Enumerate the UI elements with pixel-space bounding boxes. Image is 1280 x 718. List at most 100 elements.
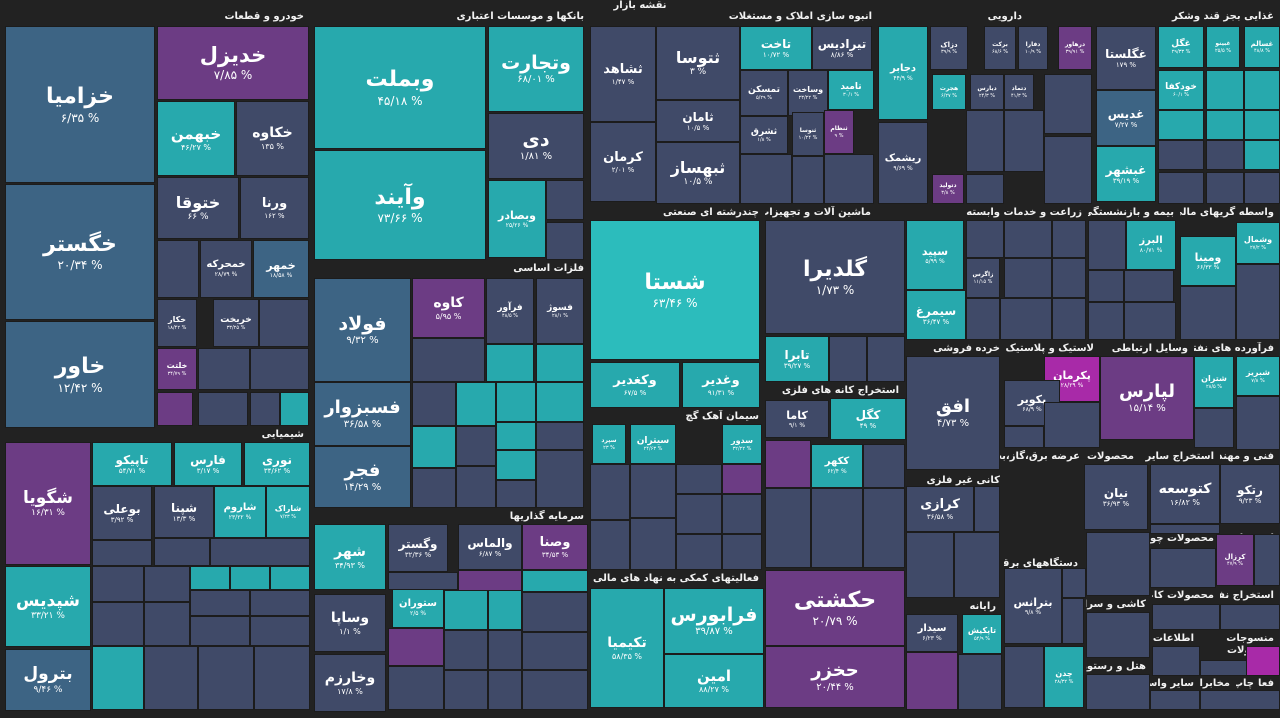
stock-tile[interactable] bbox=[765, 440, 811, 488]
stock-tile[interactable]: بوعلی% ۳/۹۲ bbox=[92, 486, 152, 540]
stock-tile[interactable]: وشمال% ۲۷/۲ bbox=[1236, 222, 1280, 264]
stock-tile[interactable]: ثشاهد% ۱/۴۷ bbox=[590, 26, 656, 122]
stock-tile[interactable]: غسالم% ۴۸/۸ bbox=[1244, 26, 1280, 68]
stock-tile[interactable]: حخزر% ۲۰/۴۴ bbox=[765, 646, 905, 708]
stock-tile[interactable]: غبینو% ۲۵/۵ bbox=[1206, 26, 1240, 68]
stock-tile[interactable] bbox=[412, 468, 456, 508]
stock-tile[interactable] bbox=[456, 466, 496, 508]
stock-tile[interactable] bbox=[722, 494, 762, 534]
stock-tile[interactable] bbox=[546, 180, 584, 220]
stock-tile[interactable] bbox=[1200, 690, 1280, 710]
stock-tile[interactable]: سیتران% ۲۴/۶۳ bbox=[630, 424, 676, 464]
stock-tile[interactable] bbox=[1152, 604, 1220, 630]
stock-tile[interactable]: خگستر% ۲۰/۳۴ bbox=[5, 184, 155, 320]
stock-tile[interactable]: وآیند% ۷۳/۶۶ bbox=[314, 150, 486, 260]
stock-tile[interactable] bbox=[906, 532, 954, 598]
stock-tile[interactable]: فرابورس% ۳۹/۸۷ bbox=[664, 588, 764, 654]
stock-tile[interactable] bbox=[536, 382, 584, 422]
stock-tile[interactable]: درهاور% ۳۹/۹۱ bbox=[1058, 26, 1092, 70]
stock-tile[interactable] bbox=[824, 154, 874, 204]
stock-tile[interactable] bbox=[522, 632, 588, 670]
stock-tile[interactable] bbox=[92, 646, 144, 710]
stock-tile[interactable]: خودکفا% ۶۰/۱ bbox=[1158, 70, 1204, 110]
stock-tile[interactable] bbox=[190, 590, 250, 616]
stock-tile[interactable] bbox=[1206, 70, 1244, 110]
stock-tile[interactable]: بترول% ۹/۴۶ bbox=[5, 649, 91, 711]
stock-tile[interactable] bbox=[1088, 220, 1126, 270]
stock-tile[interactable] bbox=[1004, 646, 1044, 708]
stock-tile[interactable]: دزاک% ۳۹/۹ bbox=[930, 26, 968, 70]
stock-tile[interactable] bbox=[829, 336, 867, 382]
stock-tile[interactable]: کتوسعه% ۱۶/۸۲ bbox=[1150, 464, 1220, 524]
stock-tile[interactable] bbox=[1086, 674, 1150, 710]
stock-tile[interactable]: فارس% ۳/۱۷ bbox=[174, 442, 242, 486]
stock-tile[interactable] bbox=[1158, 110, 1204, 140]
stock-tile[interactable] bbox=[522, 670, 588, 710]
stock-tile[interactable] bbox=[190, 566, 230, 590]
stock-tile[interactable]: کاما% ۹/۱ bbox=[765, 400, 829, 438]
stock-tile[interactable]: دجابر% ۴۴/۹ bbox=[878, 26, 928, 120]
stock-tile[interactable]: ثشرق% ۱/۸ bbox=[740, 116, 788, 154]
stock-tile[interactable]: لپارس% ۱۵/۱۴ bbox=[1100, 356, 1194, 440]
stock-tile[interactable] bbox=[92, 566, 144, 602]
stock-tile[interactable] bbox=[722, 464, 762, 494]
stock-tile[interactable] bbox=[444, 630, 488, 670]
stock-tile[interactable] bbox=[456, 382, 496, 426]
stock-tile[interactable]: شتران% ۲۸/۵ bbox=[1194, 356, 1234, 408]
stock-tile[interactable] bbox=[792, 156, 824, 204]
stock-tile[interactable]: سیمرغ% ۳۶/۴۷ bbox=[906, 290, 966, 340]
stock-tile[interactable] bbox=[1000, 298, 1052, 340]
stock-tile[interactable] bbox=[1244, 70, 1280, 110]
stock-tile[interactable]: تمسکن% ۵/۲۹ bbox=[740, 70, 788, 116]
stock-tile[interactable]: نیان% ۳۶/۹۳ bbox=[1084, 464, 1148, 530]
stock-tile[interactable] bbox=[1044, 74, 1092, 134]
stock-tile[interactable]: رتکو% ۹/۲۳ bbox=[1220, 464, 1280, 524]
stock-tile[interactable]: کاوه% ۵/۹۵ bbox=[412, 278, 485, 338]
stock-tile[interactable]: وگستر% ۳۲/۳۶ bbox=[388, 524, 448, 572]
stock-tile[interactable] bbox=[230, 566, 270, 590]
stock-tile[interactable] bbox=[270, 566, 310, 590]
stock-tile[interactable] bbox=[210, 538, 310, 566]
stock-tile[interactable] bbox=[590, 520, 630, 570]
stock-tile[interactable] bbox=[1254, 534, 1280, 586]
stock-tile[interactable]: وبصادر% ۲۵/۲۶ bbox=[488, 180, 546, 258]
stock-tile[interactable] bbox=[496, 422, 536, 450]
stock-tile[interactable] bbox=[488, 670, 522, 710]
stock-tile[interactable]: ستوران% ۲/۵ bbox=[392, 588, 444, 628]
stock-tile[interactable]: سیدار% ۶/۲۳ bbox=[906, 614, 958, 652]
stock-tile[interactable]: وصنا% ۳۴/۵۳ bbox=[522, 524, 588, 570]
stock-tile[interactable] bbox=[92, 602, 144, 646]
stock-tile[interactable] bbox=[1004, 220, 1052, 258]
stock-tile[interactable] bbox=[488, 590, 522, 630]
stock-tile[interactable]: سپرد% ۲۳ bbox=[592, 424, 626, 464]
stock-tile[interactable] bbox=[765, 488, 811, 568]
stock-tile[interactable] bbox=[1062, 568, 1086, 598]
stock-tile[interactable]: وساخت% ۲۳/۲۲ bbox=[788, 70, 828, 116]
stock-tile[interactable]: فسبزوار% ۳۶/۵۸ bbox=[314, 382, 411, 446]
stock-tile[interactable]: کگل% ۴۹ bbox=[830, 398, 906, 440]
stock-tile[interactable]: خلتت% ۳۴/۷۹ bbox=[157, 348, 197, 390]
stock-tile[interactable]: افق% ۴/۷۳ bbox=[906, 356, 1000, 470]
stock-tile[interactable]: شستا% ۶۳/۴۶ bbox=[590, 220, 760, 360]
stock-tile[interactable]: شهر% ۳۴/۹۳ bbox=[314, 524, 386, 590]
stock-tile[interactable] bbox=[412, 382, 456, 426]
stock-tile[interactable] bbox=[966, 220, 1004, 258]
stock-tile[interactable] bbox=[388, 666, 444, 710]
stock-tile[interactable]: هجرت% ۶/۲۷ bbox=[932, 74, 966, 110]
stock-tile[interactable] bbox=[966, 110, 1004, 172]
stock-tile[interactable] bbox=[456, 426, 496, 466]
stock-tile[interactable] bbox=[1150, 690, 1200, 710]
stock-tile[interactable] bbox=[1004, 258, 1052, 298]
stock-tile[interactable] bbox=[250, 392, 280, 426]
stock-tile[interactable]: خبهمن% ۴۶/۲۷ bbox=[157, 101, 235, 176]
stock-tile[interactable] bbox=[1062, 598, 1084, 644]
stock-tile[interactable]: ثنظام% ۹ bbox=[824, 110, 854, 154]
stock-tile[interactable] bbox=[388, 572, 458, 590]
stock-tile[interactable] bbox=[157, 392, 193, 426]
stock-tile[interactable]: ورنا% ۱۶۲ bbox=[240, 177, 309, 239]
stock-tile[interactable] bbox=[1206, 140, 1244, 170]
stock-tile[interactable]: غگل% ۲۹/۳۳ bbox=[1158, 26, 1204, 68]
stock-tile[interactable]: چدن% ۲۸/۳۲ bbox=[1044, 646, 1084, 708]
stock-tile[interactable]: کرازی% ۳۶/۵۸ bbox=[906, 486, 974, 532]
stock-tile[interactable]: وغدیر% ۹۱/۳۱ bbox=[682, 362, 760, 408]
